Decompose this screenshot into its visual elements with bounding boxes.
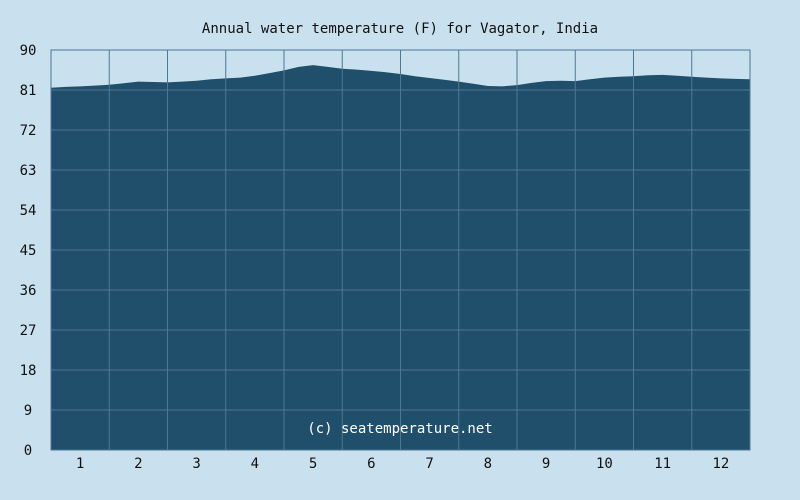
x-tick-label: 7	[425, 456, 433, 472]
plot-frame	[50, 49, 751, 451]
x-tick-label: 10	[596, 456, 613, 472]
y-tick-label: 36	[20, 283, 37, 299]
y-tick-label: 18	[20, 363, 37, 379]
x-tick-label: 2	[134, 456, 142, 472]
x-tick-label: 6	[367, 456, 375, 472]
x-tick-label: 4	[251, 456, 259, 472]
x-tick-label: 9	[542, 456, 550, 472]
chart-title: Annual water temperature (F) for Vagator…	[202, 21, 598, 37]
y-tick-label: 81	[20, 83, 37, 99]
y-tick-label: 72	[20, 123, 37, 139]
x-tick-label: 8	[484, 456, 492, 472]
y-tick-label: 9	[24, 403, 32, 419]
x-tick-label: 1	[76, 456, 84, 472]
x-tick-label: 3	[192, 456, 200, 472]
x-tick-label: 12	[712, 456, 729, 472]
watermark: (c) seatemperature.net	[307, 421, 492, 437]
y-tick-label: 54	[20, 203, 37, 219]
y-tick-label: 45	[20, 243, 37, 259]
x-tick-label: 11	[654, 456, 671, 472]
y-tick-label: 90	[20, 43, 37, 59]
y-tick-label: 27	[20, 323, 37, 339]
y-tick-label: 0	[24, 443, 32, 459]
x-tick-label: 5	[309, 456, 317, 472]
y-tick-label: 63	[20, 163, 37, 179]
